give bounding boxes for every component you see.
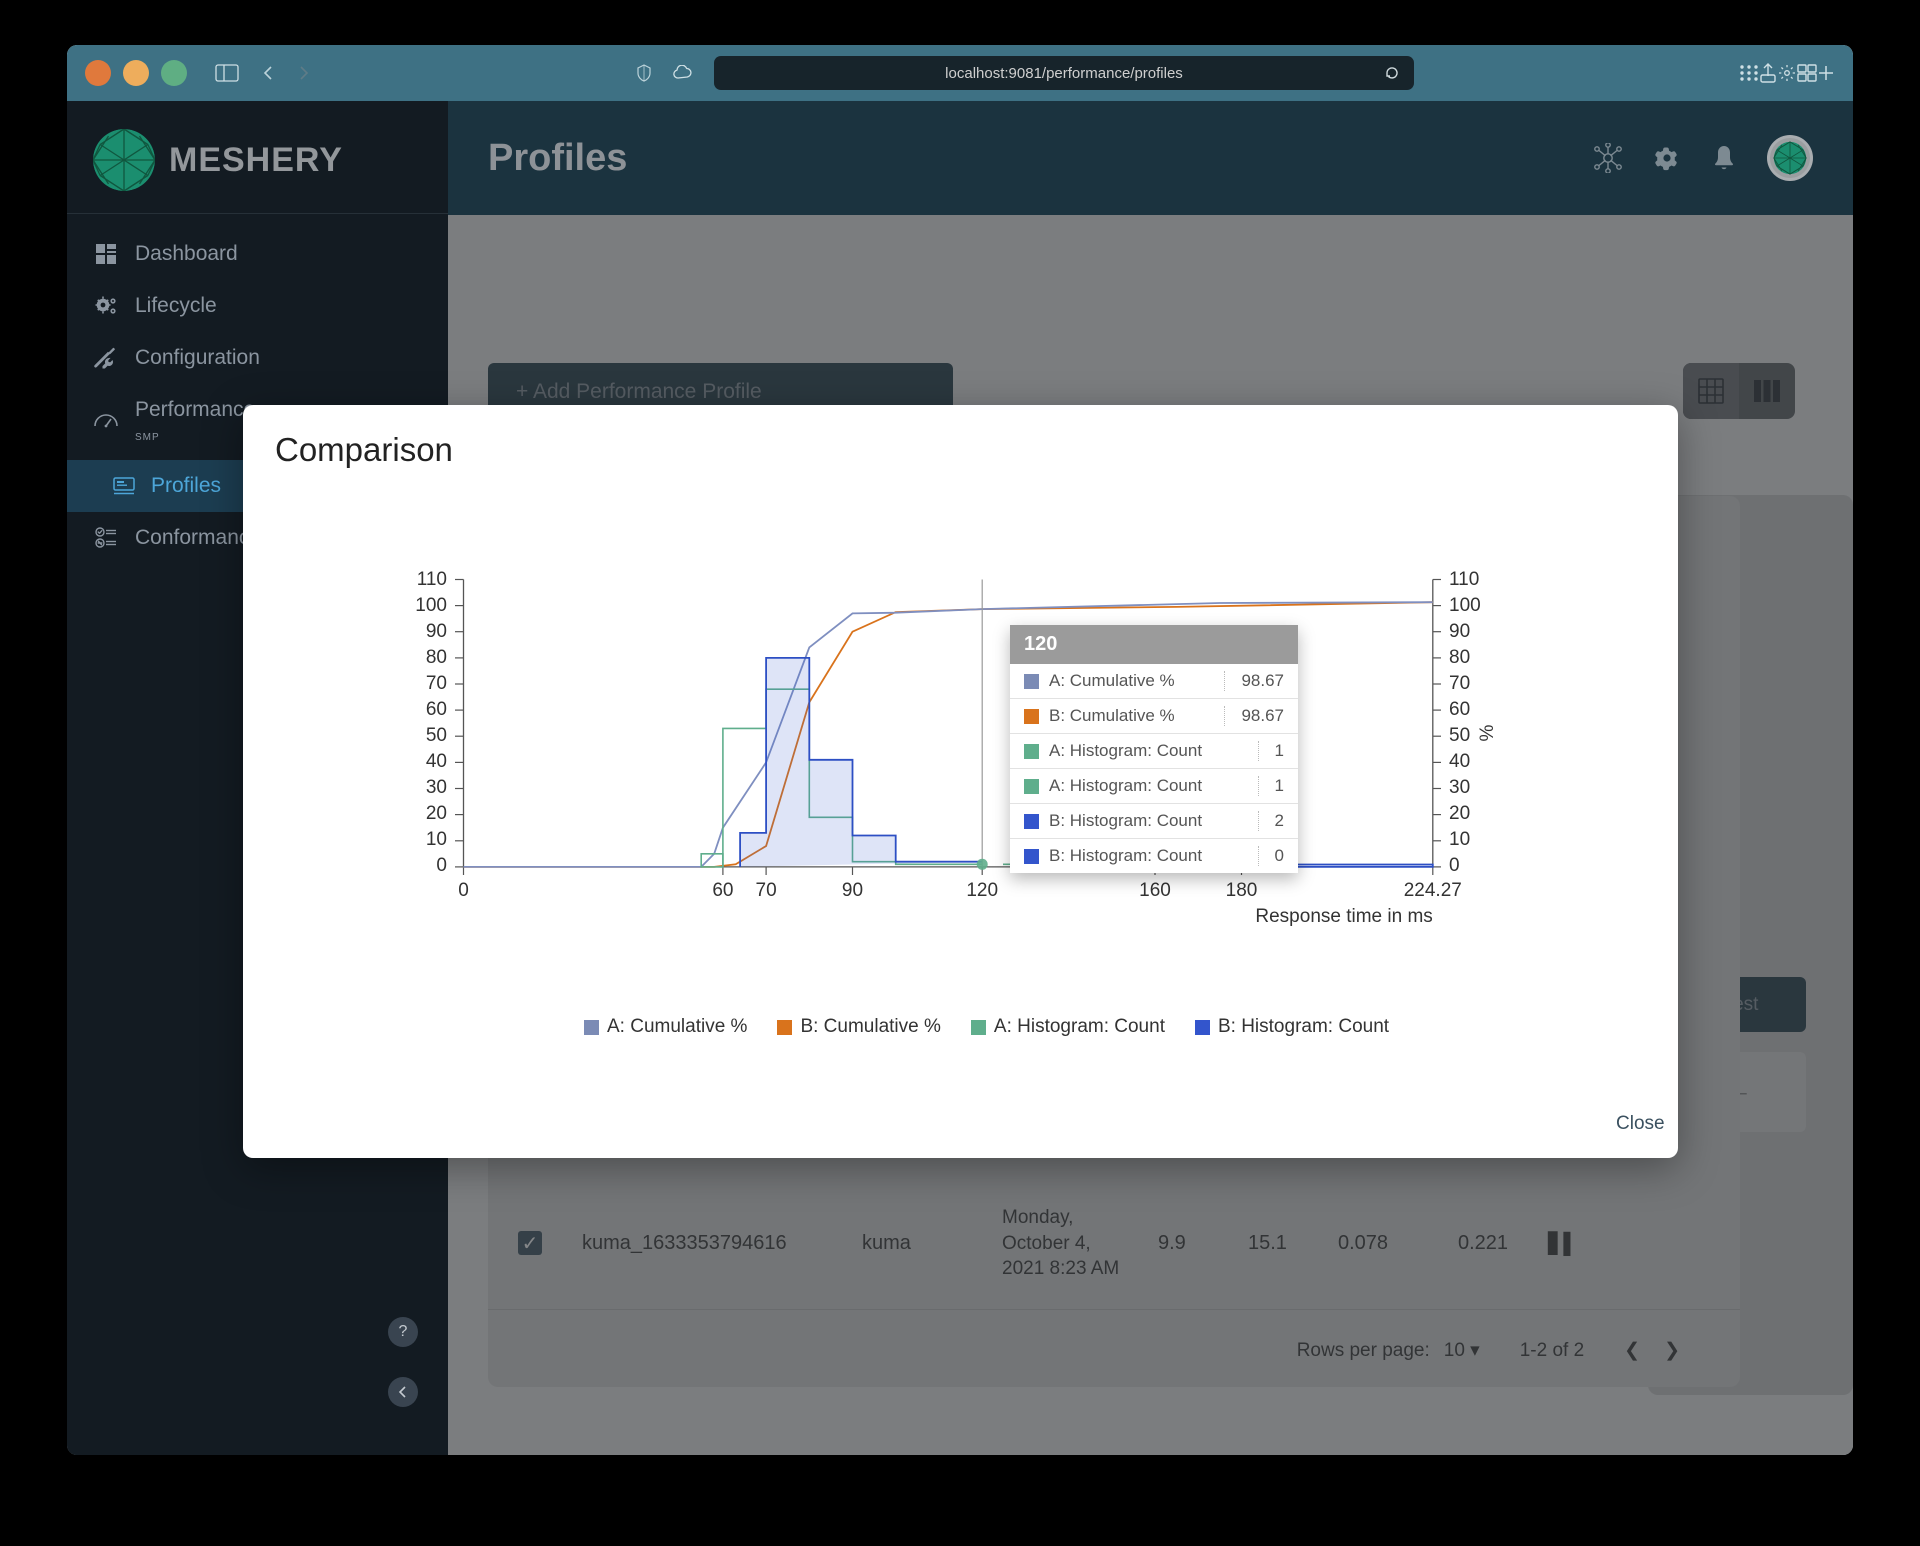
svg-text:20: 20: [1449, 803, 1470, 824]
svg-text:30: 30: [426, 777, 447, 798]
svg-text:110: 110: [417, 569, 447, 590]
svg-text:10: 10: [426, 829, 447, 850]
svg-text:80: 80: [426, 647, 447, 668]
svg-text:70: 70: [756, 880, 777, 901]
svg-text:180: 180: [1226, 880, 1258, 901]
svg-text:160: 160: [1139, 880, 1171, 901]
svg-text:100: 100: [415, 595, 447, 616]
svg-text:40: 40: [1449, 751, 1470, 772]
svg-text:90: 90: [426, 621, 447, 642]
svg-text:224.27: 224.27: [1404, 880, 1462, 901]
svg-text:0: 0: [458, 880, 469, 901]
svg-text:110: 110: [1449, 569, 1479, 590]
svg-text:50: 50: [1449, 725, 1470, 746]
svg-text:%: %: [1477, 724, 1498, 741]
svg-text:70: 70: [426, 673, 447, 694]
svg-text:0: 0: [436, 855, 447, 876]
svg-text:50: 50: [426, 725, 447, 746]
svg-text:90: 90: [842, 880, 863, 901]
svg-text:Response time in ms: Response time in ms: [1255, 906, 1432, 927]
svg-text:60: 60: [1449, 699, 1470, 720]
svg-text:100: 100: [1449, 595, 1481, 616]
svg-text:40: 40: [426, 751, 447, 772]
svg-text:20: 20: [426, 803, 447, 824]
svg-text:60: 60: [426, 699, 447, 720]
svg-text:120: 120: [966, 880, 998, 901]
svg-text:60: 60: [712, 880, 733, 901]
svg-text:30: 30: [1449, 777, 1470, 798]
svg-text:0: 0: [1449, 855, 1460, 876]
svg-text:70: 70: [1449, 673, 1470, 694]
svg-text:10: 10: [1449, 829, 1470, 850]
svg-text:90: 90: [1449, 621, 1470, 642]
svg-text:80: 80: [1449, 647, 1470, 668]
